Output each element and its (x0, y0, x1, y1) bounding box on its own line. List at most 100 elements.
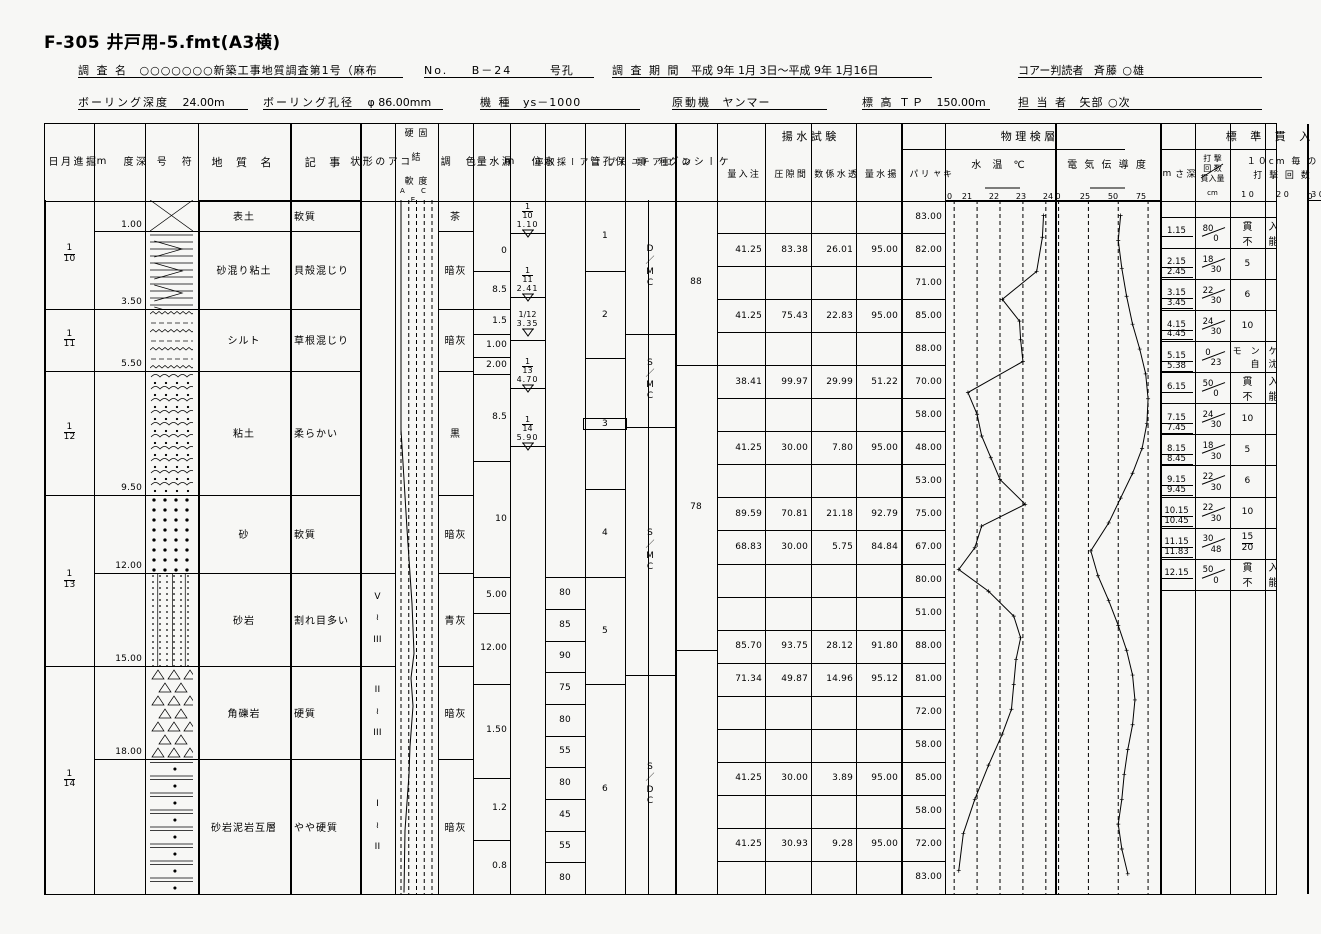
drill-date: 1 11 (63, 328, 76, 350)
col-header-hardness-scale: A C E (400, 186, 433, 204)
hole-pipe-value: 1 (602, 230, 608, 241)
geology-remark-cell: 軟質 (290, 495, 360, 573)
strata-depth-value: 15.00 (115, 654, 142, 665)
soil-color-cell: 暗灰 (438, 759, 473, 894)
hole-no-suffix: 号孔 (549, 64, 574, 77)
spt-blows-cell: 22 30 (1195, 465, 1230, 496)
pump-test-cell (717, 795, 765, 828)
geology-name: 粘土 (233, 429, 255, 441)
hole-pipe-cell: 4 (585, 489, 625, 577)
spt-note: 貫入不能 (1242, 563, 1277, 590)
pump-test-cell (856, 200, 901, 233)
hole-pipe-cell: 3 (583, 358, 627, 488)
spt-depth-bottom: 11.83 (1160, 547, 1193, 558)
spt-depth-top: 3.15 (1160, 288, 1193, 300)
spt-blow-count: 24 (1202, 410, 1214, 421)
col-header-core-tube: コ ア チ ュ ー ブ (605, 156, 672, 169)
pump-test-value: 29.99 (826, 376, 853, 387)
casing-value: 88 (690, 277, 702, 288)
pump-test-value: 80.00 (915, 575, 942, 586)
spt-blow-cell: 6 (1265, 310, 1276, 341)
pump-test-value: 30.00 (781, 773, 808, 784)
pump-test-value: 95.00 (871, 310, 898, 321)
water-level-value: 4.70 (516, 375, 539, 385)
svg-text:20: 20 (945, 192, 952, 201)
soil-color-cell: 暗灰 (438, 309, 473, 371)
spt-depth-cell: 1.15 (1160, 217, 1195, 248)
spt-blows-cell: 24 30 (1195, 403, 1230, 434)
geology-remark-cell: 草根混じり (290, 309, 360, 371)
pump-test-value: 71.34 (735, 674, 762, 685)
pump-test-value: 30.93 (781, 839, 808, 850)
svg-text:24: 24 (1043, 192, 1053, 201)
core-recovery-value: 75 (559, 683, 571, 694)
pump-test-cell: 95.00 (856, 828, 901, 861)
pump-test-value: 93.75 (781, 641, 808, 652)
spt-blows-cell: 0 23 (1195, 341, 1230, 372)
spt-blow-value: 10 (1241, 413, 1254, 424)
spt-depth-top: 10.15 (1160, 506, 1193, 517)
period-field: 調 査 期 間 平成 9年 1月 3日～平成 9年 1月16日 (612, 62, 878, 78)
spt-depth-bottom: 3.45 (1160, 298, 1193, 310)
spt-blows-cell: 18 30 (1195, 434, 1230, 465)
strata-depth-cell: 1.00 (94, 218, 145, 231)
pump-test-value: 38.41 (735, 376, 762, 387)
spt-blows-slash-icon (1200, 163, 1224, 179)
pump-test-cell: 95.00 (856, 431, 901, 464)
spt-penetration: 30 (1210, 482, 1222, 493)
pump-test-cell (765, 597, 811, 630)
water-level-date: 1 11 (522, 265, 533, 284)
spt-depth-bottom: 10.45 (1160, 516, 1193, 527)
pump-test-cell (811, 266, 856, 299)
pump-test-value: 14.96 (826, 674, 853, 685)
pump-test-value: 67.00 (915, 541, 942, 552)
spt-depth-top: 8.15 (1160, 444, 1193, 455)
pump-test-cell (765, 200, 811, 233)
col-header-injection: 注 入 量 (725, 169, 758, 181)
drill-date-cell: 1 14 (45, 666, 94, 894)
core-recovery-cell: 55 (545, 831, 585, 863)
pump-test-value: 75.00 (915, 508, 942, 519)
pump-test-value: 3.89 (832, 773, 853, 784)
pump-test-value: 82.00 (915, 244, 942, 255)
col-header-spt-blows: 打 撃 回 数 貫入量 (1200, 154, 1225, 183)
spt-blow-cell: 5 (1265, 497, 1276, 528)
core-tube-cell: S ／ M C (625, 427, 675, 675)
drill-date-cell: 1 13 (45, 495, 94, 666)
pump-test-cell (811, 795, 856, 828)
machine-field: 機 種 ys－1000 (480, 94, 581, 110)
svg-text:25: 25 (1080, 192, 1090, 201)
pump-test-cell: 83.00 (901, 200, 945, 233)
pump-test-value: 95.00 (871, 773, 898, 784)
strata-pattern (150, 200, 193, 232)
pump-test-cell: 85.70 (717, 630, 765, 663)
rule (1018, 77, 1262, 78)
spt-penetration: 30 (1210, 265, 1222, 276)
spt-blow-count: 18 (1202, 254, 1214, 265)
pump-test-cell: 30.93 (765, 828, 811, 861)
spt-blow-cell: 10 (1230, 310, 1265, 341)
pump-test-cell: 71.00 (901, 266, 945, 299)
pump-test-value: 51.00 (915, 608, 942, 619)
pump-test-value: 75.43 (781, 310, 808, 321)
spt-depth-top: 4.15 (1160, 320, 1193, 331)
core-shape-cell: II ≀ III (360, 666, 395, 759)
geology-remark: 貝殻混じり (294, 266, 349, 278)
strata-depth-cell: 5.50 (94, 358, 145, 371)
spt-blow-cell: 6 (1265, 434, 1276, 465)
pump-test-value: 72.00 (915, 839, 942, 850)
svg-text:50: 50 (1108, 192, 1118, 201)
pump-test-value: 41.25 (735, 442, 762, 453)
pump-test-cell: 81.00 (901, 663, 945, 696)
spt-blow-cell: 15 20 (1230, 528, 1265, 559)
pump-test-value: 5.75 (832, 541, 853, 552)
pump-test-cell (811, 696, 856, 729)
strata-pattern (150, 310, 193, 369)
col-header-spt-blows-unit: cm (1207, 189, 1218, 198)
core-reader-field: コアー判読者 斉藤 ○雄 (1018, 62, 1145, 78)
leak-water-value: 1.5 (492, 315, 507, 326)
physical-log-axis-ticks: 20 21 22 23 24 0 25 50 75 (945, 187, 1160, 201)
spt-note: 貫入不能 (1242, 221, 1277, 248)
strata-depth-cell: 18.00 (94, 746, 145, 759)
spt-blow-cell: 6 (1230, 465, 1265, 496)
